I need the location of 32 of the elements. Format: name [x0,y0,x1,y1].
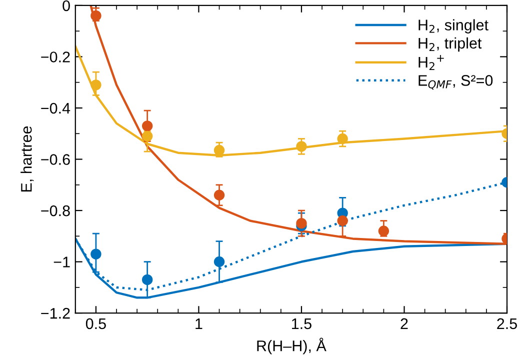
point [142,274,153,286]
point [90,248,102,260]
point [214,144,225,156]
legend-label: H$_{2}$, triplet [418,37,482,52]
point [142,130,153,142]
point [296,218,307,229]
x-tick-label: 1.5 [292,318,312,330]
legend-label: H$_{2}$$^{+}$ [418,55,444,70]
point [378,226,390,236]
point [296,141,307,152]
point [214,256,225,268]
x-tick-label: 1 [196,318,202,329]
legend-label: H$_{2}$, singlet [418,19,488,34]
y-axis-title: E, hartree [20,126,34,192]
point [337,133,348,144]
x-tick-label: 2 [400,318,408,329]
x-tick-label: 0.5 [86,318,106,330]
point [214,190,225,200]
y-tick-label: −1.2 [41,308,70,319]
y-tick-label: −1 [54,256,70,268]
point [142,120,153,132]
y-tick-label: −0.2 [41,52,70,62]
legend-label: E$_{QMF}$, S²=0 [418,75,493,90]
x-axis-title: R(H–H), Å [257,338,326,354]
y-tick-label: −0.8 [41,205,70,216]
point [90,10,102,22]
x-tick-label: 2.5 [497,318,517,330]
y-tick-label: 0 [62,0,70,12]
y-tick-label: −0.6 [41,154,70,165]
point [90,80,102,90]
point [337,215,348,226]
y-tick-label: −0.4 [41,102,70,114]
